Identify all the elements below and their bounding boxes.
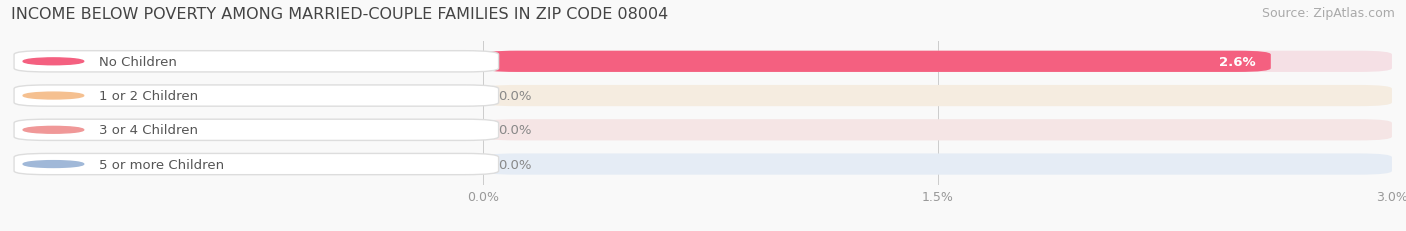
Circle shape (22, 127, 84, 134)
Text: 0.0%: 0.0% (499, 124, 531, 137)
FancyBboxPatch shape (14, 120, 499, 141)
FancyBboxPatch shape (14, 154, 499, 175)
Text: 5 or more Children: 5 or more Children (98, 158, 224, 171)
Circle shape (22, 161, 84, 168)
FancyBboxPatch shape (484, 154, 1392, 175)
Text: 3 or 4 Children: 3 or 4 Children (98, 124, 198, 137)
FancyBboxPatch shape (14, 52, 499, 73)
FancyBboxPatch shape (484, 85, 1392, 107)
FancyBboxPatch shape (484, 52, 1271, 73)
FancyBboxPatch shape (14, 85, 499, 107)
FancyBboxPatch shape (484, 52, 1392, 73)
Text: 0.0%: 0.0% (499, 158, 531, 171)
Text: 2.6%: 2.6% (1219, 56, 1256, 69)
FancyBboxPatch shape (484, 120, 1392, 141)
Text: 0.0%: 0.0% (499, 90, 531, 103)
Text: Source: ZipAtlas.com: Source: ZipAtlas.com (1261, 7, 1395, 20)
Text: INCOME BELOW POVERTY AMONG MARRIED-COUPLE FAMILIES IN ZIP CODE 08004: INCOME BELOW POVERTY AMONG MARRIED-COUPL… (11, 7, 668, 22)
Text: 1 or 2 Children: 1 or 2 Children (98, 90, 198, 103)
Text: No Children: No Children (98, 56, 177, 69)
Circle shape (22, 59, 84, 65)
Circle shape (22, 93, 84, 100)
